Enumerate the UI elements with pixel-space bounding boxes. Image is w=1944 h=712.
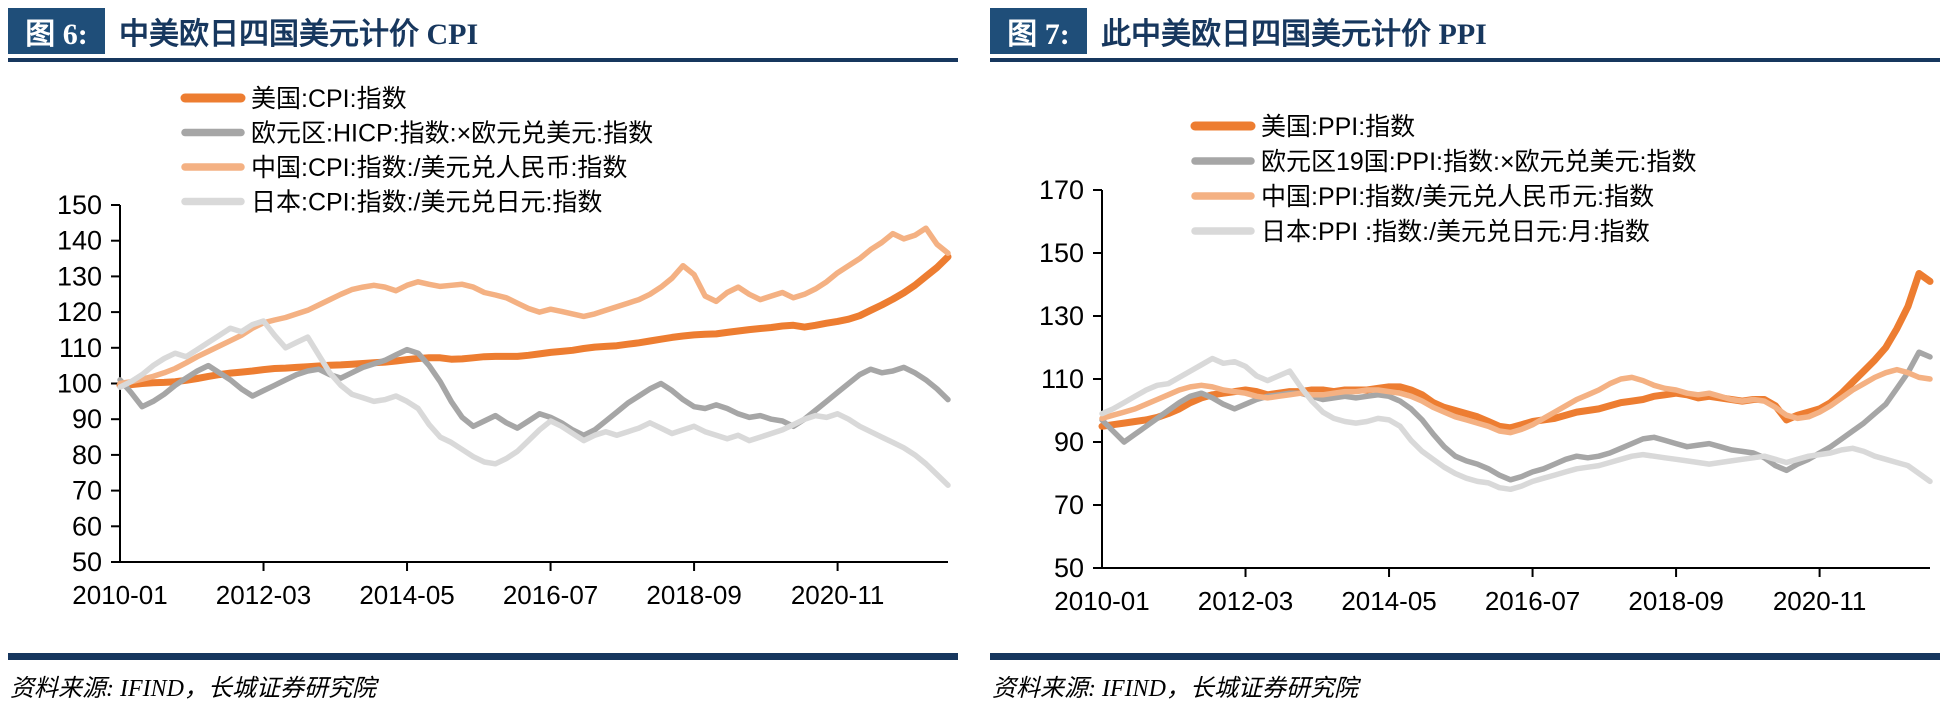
y-tick-label: 100 — [57, 369, 102, 399]
y-tick-label: 150 — [57, 190, 102, 220]
title-divider — [8, 58, 958, 62]
y-tick-label: 70 — [72, 476, 102, 506]
x-tick-label: 2010-01 — [72, 580, 167, 610]
x-tick-label: 2016-07 — [1485, 586, 1580, 616]
series-line-2 — [117, 225, 951, 387]
figure-label-badge: 图 6: — [8, 8, 105, 54]
x-tick-label: 2012-03 — [216, 580, 311, 610]
x-tick-label: 2016-07 — [503, 580, 598, 610]
ppi-line-chart: 50 70 90 110 130 150 170 2010-01 2012-03 2014-05 2… — [1039, 113, 1934, 616]
y-tick-label: 140 — [57, 226, 102, 256]
source-divider — [8, 653, 958, 660]
y-tick-label: 130 — [57, 261, 102, 291]
title-divider — [990, 58, 1940, 62]
y-tick-label: 90 — [72, 404, 102, 434]
x-tick-label: 2014-05 — [359, 580, 454, 610]
legend-label-0: 美国:PPI:指数 — [1261, 113, 1415, 141]
series-line-1 — [117, 346, 951, 439]
figure-7-title-row: 图 7: 此中美欧日四国美元计价 PPI — [990, 8, 1940, 54]
x-tick-label: 2018-09 — [646, 580, 741, 610]
legend-label-2: 中国:PPI:指数/美元兑人民币元:指数 — [1261, 183, 1654, 211]
y-tick-label: 110 — [59, 333, 102, 363]
y-tick-label: 150 — [1039, 238, 1084, 268]
series-line-2 — [1099, 366, 1933, 436]
figure-title: 此中美欧日四国美元计价 PPI — [1101, 18, 1487, 51]
legend-label-2: 中国:CPI:指数:/美元兑人民币:指数 — [251, 154, 627, 182]
y-tick-label: 80 — [72, 440, 102, 470]
x-tick-label: 2018-09 — [1628, 586, 1723, 616]
y-tick-label: 70 — [1054, 490, 1084, 520]
series-line-3 — [117, 318, 951, 488]
source-divider — [990, 653, 1940, 660]
x-tick-label: 2020-11 — [791, 580, 885, 610]
y-tick-label: 50 — [72, 547, 102, 577]
figure-7-panel: 图 7: 此中美欧日四国美元计价 PPI 50 70 90 110 130 150 170 2… — [990, 0, 1940, 703]
y-tick-label: 170 — [1039, 175, 1084, 205]
legend-label-3: 日本:PPI :指数:/美元兑日元:月:指数 — [1261, 218, 1650, 246]
x-tick-label: 2010-01 — [1054, 586, 1149, 616]
source-note: 资料来源: IFIND，长城证券研究院 — [10, 676, 376, 702]
figure-label-badge: 图 7: — [990, 8, 1087, 54]
series-line-3 — [1099, 355, 1933, 493]
x-tick-label: 2020-11 — [1773, 586, 1867, 616]
y-tick-label: 130 — [1039, 301, 1084, 331]
source-note: 资料来源: IFIND，长城证券研究院 — [992, 676, 1358, 702]
x-tick-label: 2014-05 — [1341, 586, 1436, 616]
x-tick-label: 2012-03 — [1198, 586, 1293, 616]
legend-label-3: 日本:CPI:指数:/美元兑日元:指数 — [251, 189, 602, 217]
y-tick-label: 120 — [57, 297, 102, 327]
legend-label-1: 欧元区19国:PPI:指数:×欧元兑美元:指数 — [1261, 148, 1697, 176]
legend-label-1: 欧元区:HICP:指数:×欧元兑美元:指数 — [251, 120, 653, 148]
figure-title: 中美欧日四国美元计价 CPI — [119, 18, 479, 51]
legend-label-0: 美国:CPI:指数 — [251, 85, 407, 113]
series-line-1 — [1099, 349, 1933, 483]
y-tick-label: 90 — [1054, 427, 1084, 457]
y-tick-label: 110 — [1041, 364, 1084, 394]
y-tick-label: 60 — [72, 511, 102, 541]
cpi-line-chart: 50 60 70 80 90 100 110 120 130 140 150 2010-01 2012-… — [57, 85, 952, 610]
y-tick-label: 50 — [1054, 553, 1084, 583]
figure-6-panel: 图 6: 中美欧日四国美元计价 CPI 50 60 70 80 90 100 110 120 1… — [8, 0, 958, 703]
series-line-0 — [116, 253, 952, 389]
figure-6-title-row: 图 6: 中美欧日四国美元计价 CPI — [8, 8, 958, 54]
